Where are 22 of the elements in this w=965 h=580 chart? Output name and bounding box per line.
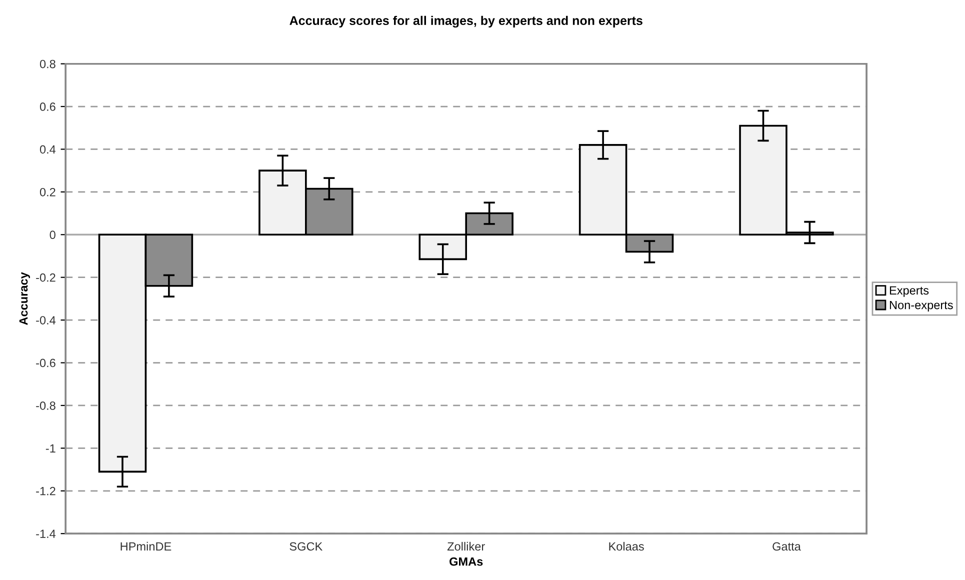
legend-label: Non-experts xyxy=(890,300,953,312)
y-tick-label: 0.8 xyxy=(40,60,56,68)
x-tick-label: Gatta xyxy=(772,542,801,551)
y-tick-label: 0.2 xyxy=(40,188,56,196)
y-tick-label: 0.4 xyxy=(40,145,56,154)
x-tick-label: SGCK xyxy=(290,542,322,551)
y-tick-label: 0.6 xyxy=(40,102,56,111)
y-tick-label: -0.6 xyxy=(36,358,56,368)
y-tick-label: -1.2 xyxy=(36,486,56,496)
y-tick-label: -0.2 xyxy=(36,273,56,282)
y-tick-label: -0.8 xyxy=(36,402,56,410)
x-tick-label: Zolliker xyxy=(447,542,485,551)
y-tick-label: -1 xyxy=(46,444,56,452)
x-tick-label: Kolaas xyxy=(609,542,644,551)
x-axis-title: GMAs xyxy=(450,557,483,566)
y-tick-label: -1.4 xyxy=(36,530,56,538)
chart-title: Accuracy scores for all images, by experts and non experts xyxy=(290,16,642,28)
legend-label: Experts xyxy=(890,286,929,297)
y-tick-label: 0 xyxy=(50,230,56,240)
y-tick-label: -0.4 xyxy=(36,316,56,324)
x-tick-label: HPminDE xyxy=(120,542,172,550)
y-axis-title: Accuracy xyxy=(19,272,30,325)
